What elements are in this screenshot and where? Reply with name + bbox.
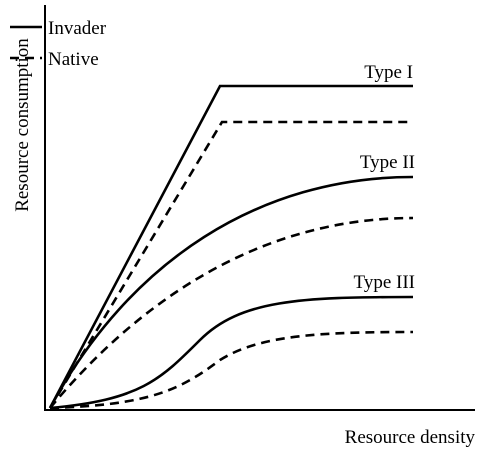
curve-label: Type I <box>364 62 413 83</box>
type-2-native <box>49 216 414 409</box>
type-3-invader <box>49 295 414 410</box>
curve-label: Type III <box>354 272 415 293</box>
type-1-native <box>48 120 413 409</box>
legend-label: Invader <box>48 18 107 39</box>
curve-label: Type II <box>360 152 415 173</box>
type-3-native <box>49 330 414 410</box>
type-2-invader <box>48 175 414 409</box>
y-axis-label: Resource consumption <box>12 38 33 212</box>
legend-label: Native <box>48 49 99 70</box>
x-axis-label: Resource density <box>345 427 476 448</box>
type-1-invader <box>48 84 413 409</box>
